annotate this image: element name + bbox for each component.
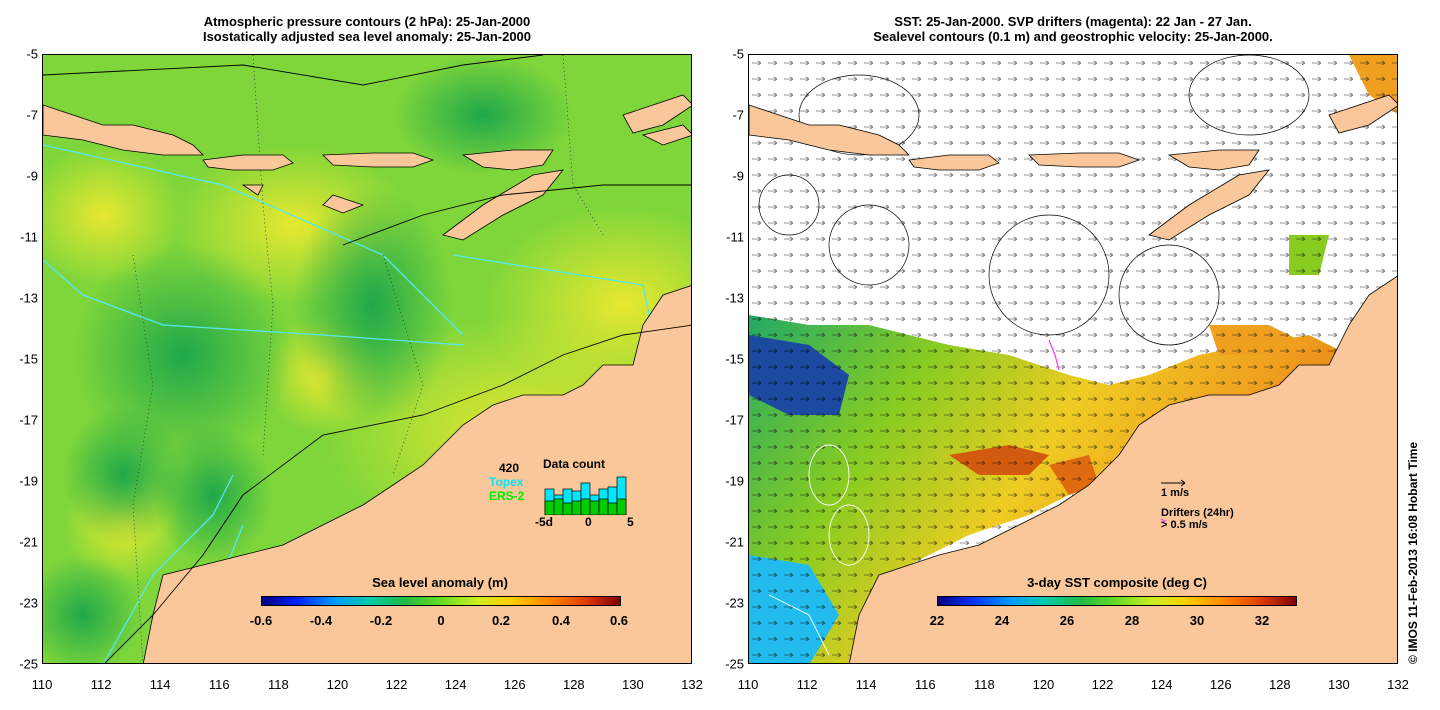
x-tick-label: 120 [1032, 677, 1055, 692]
drifter-tracks [1048, 339, 1060, 371]
copyright-stamp: © IMOS 11-Feb-2013 16:08 Hobart Time [1406, 441, 1420, 664]
left-colorbar-title: Sea level anomaly (m) [372, 575, 508, 590]
y-tick-label: -5 [26, 46, 38, 62]
landmass [749, 94, 1397, 663]
y-tick-label: -15 [19, 351, 38, 367]
left-cb-tick-4: 0 [437, 613, 445, 628]
x-tick-label: 130 [1328, 677, 1350, 692]
right-cb-tick-1: 22 [929, 613, 945, 628]
y-tick-label: -13 [19, 290, 38, 306]
x-tick-label: 122 [385, 677, 408, 692]
inset-axis-end: 5 [627, 515, 634, 529]
left-title-line1: Atmospheric pressure contours (2 hPa): 2… [203, 14, 531, 29]
x-tick-label: 116 [208, 677, 230, 692]
velocity-scale-arrow [1160, 479, 1186, 524]
y-tick-label: -7 [26, 107, 38, 123]
y-tick-label: -11 [726, 229, 744, 245]
left-title-line2: Isostatically adjusted sea level anomaly… [202, 29, 532, 44]
left-cb-tick-1: -0.6 [249, 613, 273, 628]
y-tick-label: -17 [725, 412, 744, 428]
data-count-title: Data count [543, 457, 606, 471]
x-tick-label: 126 [503, 677, 526, 692]
y-tick-label: -23 [19, 595, 38, 611]
isobars [43, 55, 691, 663]
y-tick-label: -19 [725, 473, 744, 489]
inset-axis-mid: 0 [585, 515, 592, 529]
x-tick-label: 120 [326, 677, 349, 692]
y-tick-label: -15 [725, 351, 744, 367]
data-count-value: 420 [499, 461, 520, 475]
sealevel-contours-white [768, 444, 870, 656]
right-colorbar [937, 596, 1297, 606]
left-cb-tick-5: 0.2 [491, 613, 511, 628]
right-title-line1: SST: 25-Jan-2000. SVP drifters (magenta)… [894, 14, 1252, 29]
y-tick-label: -17 [19, 412, 38, 428]
left-cb-tick-2: -0.4 [309, 613, 333, 628]
landmass [43, 94, 691, 663]
right-cb-tick-2: 24 [994, 613, 1010, 628]
x-tick-label: 122 [1091, 677, 1114, 692]
x-tick-label: 110 [737, 677, 759, 692]
left-cb-tick-3: -0.2 [369, 613, 393, 628]
y-tick-label: -13 [725, 290, 744, 306]
data-count-histogram [544, 476, 627, 515]
x-tick-label: 126 [1209, 677, 1232, 692]
x-tick-label: 132 [1387, 677, 1409, 692]
velocity-scale-label: 1 m/s [1161, 487, 1190, 499]
x-tick-label: 130 [622, 677, 644, 692]
x-tick-label: 112 [796, 677, 818, 692]
right-cb-tick-3: 26 [1059, 613, 1075, 628]
left-colorbar [261, 596, 621, 606]
x-tick-label: 124 [1150, 677, 1173, 692]
x-tick-label: 118 [267, 677, 289, 692]
x-tick-label: 112 [90, 677, 112, 692]
y-tick-label: -21 [19, 534, 38, 550]
topex-label: Topex [489, 475, 524, 489]
x-tick-label: 114 [149, 677, 171, 692]
x-tick-label: 128 [1268, 677, 1291, 692]
x-tick-label: 124 [444, 677, 467, 692]
y-tick-label: -9 [26, 168, 38, 184]
ers2-label: ERS-2 [489, 489, 525, 503]
left-cb-tick-7: 0.6 [609, 613, 629, 628]
y-tick-label: -23 [725, 595, 744, 611]
y-tick-label: -25 [725, 656, 744, 672]
y-tick-label: -11 [20, 229, 38, 245]
anomaly-field [43, 55, 691, 663]
left-map-title: Atmospheric pressure contours (2 hPa): 2… [42, 14, 692, 44]
x-tick-label: 110 [31, 677, 53, 692]
y-tick-label: -21 [725, 534, 744, 550]
x-tick-label: 128 [562, 677, 585, 692]
y-tick-label: -9 [732, 168, 744, 184]
x-tick-label: 116 [914, 677, 936, 692]
y-tick-label: -5 [732, 46, 744, 62]
right-cb-tick-5: 30 [1189, 613, 1205, 628]
y-tick-label: -7 [732, 107, 744, 123]
right-map-title: SST: 25-Jan-2000. SVP drifters (magenta)… [748, 14, 1398, 44]
x-tick-label: 118 [973, 677, 995, 692]
y-tick-label: -19 [19, 473, 38, 489]
sealevel-contours [758, 55, 1310, 346]
drifters-scale-label: > 0.5 m/s [1161, 519, 1208, 531]
left-cb-tick-6: 0.4 [551, 613, 571, 628]
inset-axis-start: -5d [535, 515, 553, 529]
x-tick-label: 132 [681, 677, 703, 692]
pressure-contours [132, 55, 604, 663]
data-count-inset: 420 Topex ERS-2 Data count [485, 457, 685, 537]
right-cb-tick-6: 32 [1254, 613, 1270, 628]
sea-level-anomaly-map: 420 Topex ERS-2 Data count [42, 54, 692, 664]
sst-map: 1 m/s Drifters (24hr) > 0.5 m/s 3-day SS… [748, 54, 1398, 664]
x-tick-label: 114 [855, 677, 877, 692]
drifters-label: Drifters (24hr) [1161, 507, 1234, 519]
y-tick-label: -25 [19, 656, 38, 672]
right-colorbar-title: 3-day SST composite (deg C) [1027, 575, 1207, 590]
right-title-line2: Sealevel contours (0.1 m) and geostrophi… [873, 29, 1273, 44]
right-cb-tick-4: 28 [1124, 613, 1140, 628]
